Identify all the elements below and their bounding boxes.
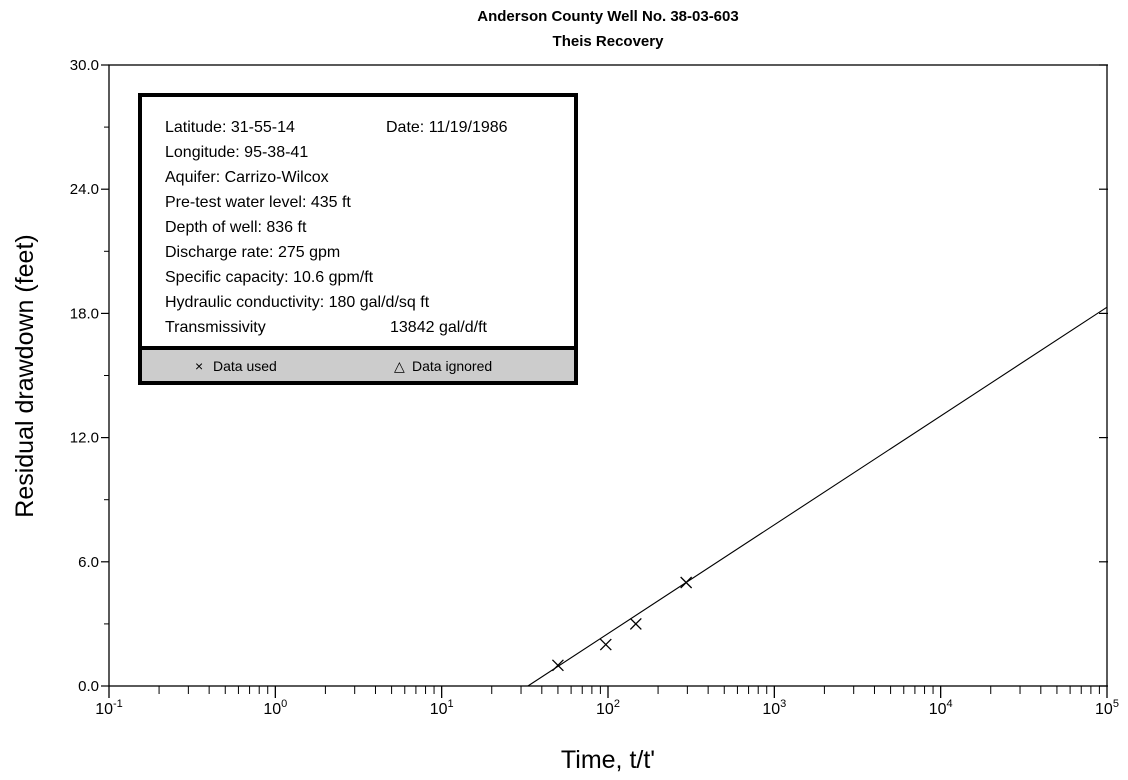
info-line: Transmissivity: [165, 319, 266, 336]
fit-line-layer: [527, 306, 1108, 687]
data-point-used: [599, 638, 612, 651]
x-tick-label: 101: [430, 698, 454, 718]
info-line: Discharge rate: 275 gpm: [165, 244, 340, 261]
data-point-used: [629, 617, 642, 630]
x-tick-label: 10-1: [95, 698, 123, 718]
chart-title: Anderson County Well No. 38-03-603: [477, 8, 738, 25]
data-points-layer: [551, 576, 693, 672]
info-box-frame: [138, 93, 578, 350]
info-line: Specific capacity: 10.6 gpm/ft: [165, 269, 374, 286]
x-axis-title: Time, t/t': [561, 746, 655, 774]
legend-triangle-marker: △: [394, 358, 405, 374]
x-tick-label: 103: [762, 698, 786, 718]
info-box: Latitude: 31-55-14 Longitude: 95-38-41 Aqu…: [138, 93, 578, 385]
info-date: Date: 11/19/1986: [386, 119, 508, 136]
data-point-used: [551, 659, 564, 672]
x-tick-label: 100: [263, 698, 287, 718]
legend-x-marker: ×: [195, 358, 203, 374]
x-tick-label: 104: [929, 698, 953, 718]
y-tick-label: 24.0: [70, 181, 99, 198]
y-axis: 0.0 6.0 12.0 18.0 24.0 30.0: [70, 57, 1108, 695]
info-line: Aquifer: Carrizo-Wilcox: [165, 169, 329, 186]
legend-data-used-label: Data used: [213, 358, 277, 374]
chart-subtitle: Theis Recovery: [553, 33, 665, 50]
y-tick-label: 6.0: [78, 554, 99, 571]
y-tick-label: 0.0: [78, 678, 99, 695]
info-line: Hydraulic conductivity: 180 gal/d/sq ft: [165, 294, 430, 311]
y-tick-label: 18.0: [70, 305, 99, 322]
info-line: Pre-test water level: 435 ft: [165, 194, 351, 211]
x-tick-label: 102: [596, 698, 620, 718]
x-tick-label: 105: [1095, 698, 1119, 718]
info-line: Depth of well: 836 ft: [165, 219, 307, 236]
y-tick-label: 12.0: [70, 430, 99, 447]
legend-data-ignored-label: Data ignored: [412, 358, 492, 374]
fit-line: [527, 306, 1108, 687]
legend-box: [138, 346, 578, 385]
info-lines: Latitude: 31-55-14 Longitude: 95-38-41 Aqu…: [165, 119, 430, 336]
x-axis: 10-1 100 101 102 103 104 105: [95, 686, 1119, 718]
info-transmissivity-value: 13842 gal/d/ft: [390, 319, 488, 336]
y-tick-label: 30.0: [70, 57, 99, 74]
data-point-used: [680, 576, 693, 589]
info-line: Longitude: 95-38-41: [165, 144, 308, 161]
y-axis-title: Residual drawdown (feet): [11, 234, 39, 517]
info-line: Latitude: 31-55-14: [165, 119, 295, 136]
